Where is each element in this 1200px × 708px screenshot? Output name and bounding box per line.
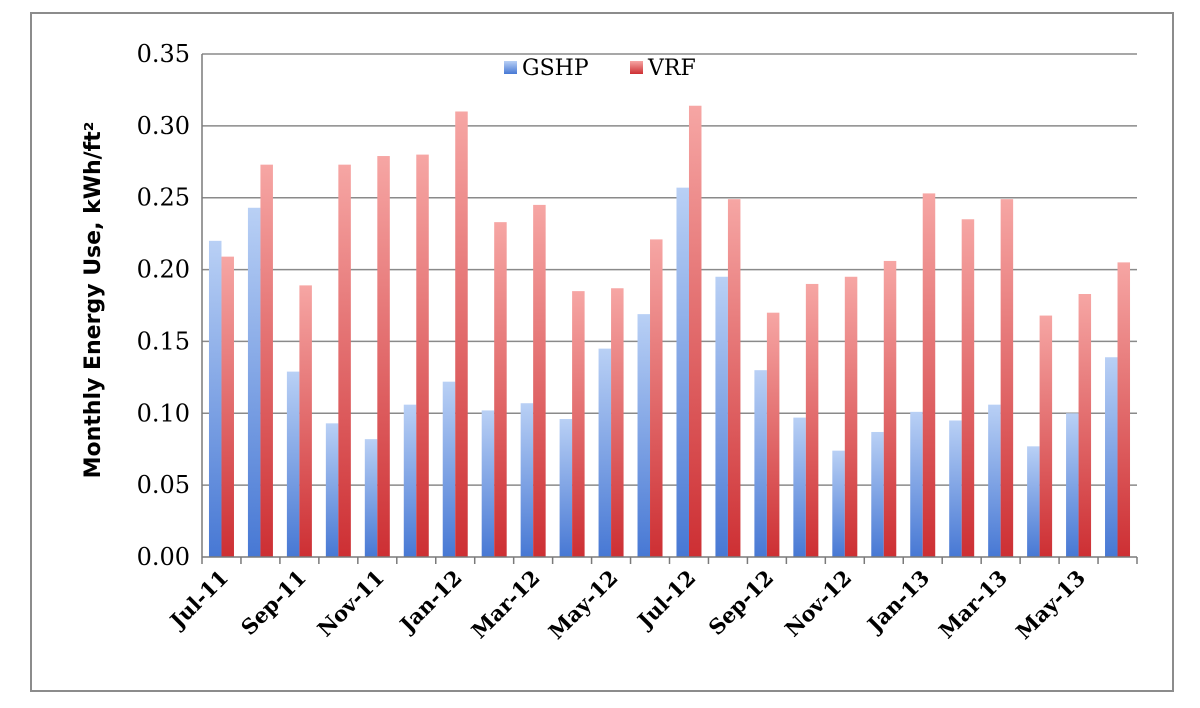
bar-gshp bbox=[520, 403, 534, 557]
x-tick-label: Sep-12 bbox=[703, 565, 778, 640]
x-tick-label: Mar-13 bbox=[934, 565, 1012, 643]
bar-vrf bbox=[260, 164, 273, 557]
bar-gshp bbox=[247, 207, 261, 557]
bar-gshp bbox=[286, 371, 300, 557]
bar-gshp bbox=[871, 431, 884, 557]
x-tick-label: Jul-12 bbox=[631, 565, 700, 634]
bar-gshp bbox=[364, 439, 378, 557]
bar-gshp bbox=[754, 370, 767, 557]
bar-gshp bbox=[1027, 446, 1040, 557]
bar-vrf bbox=[1078, 294, 1092, 557]
legend-swatch-gshp bbox=[504, 61, 517, 74]
bar-vrf bbox=[844, 276, 858, 557]
y-tick-label: 0.35 bbox=[137, 40, 190, 68]
x-tick-label: Jul-11 bbox=[164, 565, 233, 634]
bar-vrf bbox=[533, 204, 546, 557]
bar-vrf bbox=[494, 222, 507, 557]
bar-vrf bbox=[377, 156, 390, 557]
bar-vrf bbox=[416, 154, 429, 557]
x-tick-label: May-12 bbox=[543, 565, 622, 644]
bar-vrf bbox=[611, 288, 624, 557]
bar-vrf bbox=[455, 111, 468, 557]
bar-gshp bbox=[637, 314, 651, 557]
bar-vrf bbox=[572, 291, 585, 557]
y-tick-label: 0.20 bbox=[137, 256, 190, 284]
bar-vrf bbox=[299, 285, 312, 557]
bar-gshp bbox=[403, 404, 417, 557]
legend-label-vrf: VRF bbox=[647, 56, 696, 81]
y-tick-label: 0.25 bbox=[137, 184, 190, 212]
bar-gshp bbox=[442, 381, 456, 557]
bar-gshp bbox=[793, 417, 806, 557]
bar-gshp bbox=[208, 240, 222, 558]
y-tick-label: 0.00 bbox=[137, 543, 190, 571]
bar-vrf bbox=[1117, 262, 1131, 557]
legend-label-gshp: GSHP bbox=[522, 56, 589, 81]
bar-vrf bbox=[1000, 199, 1014, 557]
bar-vrf bbox=[883, 260, 897, 557]
y-tick-label: 0.10 bbox=[137, 399, 190, 427]
bar-gshp bbox=[559, 419, 573, 557]
x-tick-label: Jan-12 bbox=[393, 565, 466, 638]
bar-gshp bbox=[832, 450, 845, 557]
bar-gshp bbox=[910, 411, 923, 557]
bar-vrf bbox=[338, 164, 351, 557]
axes bbox=[201, 54, 1138, 564]
x-tick-label: Sep-11 bbox=[236, 565, 311, 640]
bar-vrf bbox=[1039, 315, 1053, 557]
legend: GSHP VRF bbox=[504, 56, 696, 81]
y-tick-label: 0.05 bbox=[137, 471, 190, 499]
bar-vrf bbox=[221, 256, 234, 557]
bar-gshp bbox=[715, 276, 728, 557]
y-axis-label: Monthly Energy Use, kWh/ft² bbox=[81, 122, 106, 479]
bars bbox=[208, 105, 1131, 558]
x-tick-label: Nov-12 bbox=[780, 565, 857, 642]
y-tick-label: 0.15 bbox=[137, 327, 190, 355]
bar-gshp bbox=[1105, 357, 1118, 557]
x-tick-label: Mar-12 bbox=[466, 565, 544, 643]
bar-vrf bbox=[766, 312, 780, 557]
bar-vrf bbox=[727, 199, 741, 557]
bar-vrf bbox=[650, 239, 663, 558]
bar-vrf bbox=[805, 283, 819, 557]
bar-gshp bbox=[988, 404, 1001, 557]
bar-gshp bbox=[481, 410, 495, 557]
bar-vrf bbox=[961, 219, 975, 557]
bar-gshp bbox=[1066, 413, 1079, 557]
bar-gshp bbox=[598, 348, 612, 557]
x-tick-label: May-13 bbox=[1011, 565, 1090, 644]
bar-gshp bbox=[325, 423, 339, 557]
bar-vrf bbox=[688, 105, 702, 557]
bar-gshp bbox=[949, 420, 962, 557]
y-tick-labels: 0.00 0.05 0.10 0.15 0.20 0.25 0.30 0.35 bbox=[137, 40, 190, 571]
y-tick-label: 0.30 bbox=[137, 112, 190, 140]
bar-vrf bbox=[922, 193, 936, 557]
x-tick-label: Jan-13 bbox=[861, 565, 934, 638]
bar-gshp bbox=[676, 187, 689, 557]
x-tick-label: Nov-11 bbox=[312, 565, 389, 642]
legend-swatch-vrf bbox=[630, 61, 643, 74]
gridlines bbox=[202, 53, 1137, 486]
